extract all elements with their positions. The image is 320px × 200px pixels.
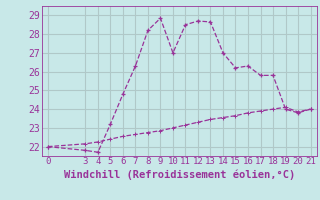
X-axis label: Windchill (Refroidissement éolien,°C): Windchill (Refroidissement éolien,°C): [64, 169, 295, 180]
